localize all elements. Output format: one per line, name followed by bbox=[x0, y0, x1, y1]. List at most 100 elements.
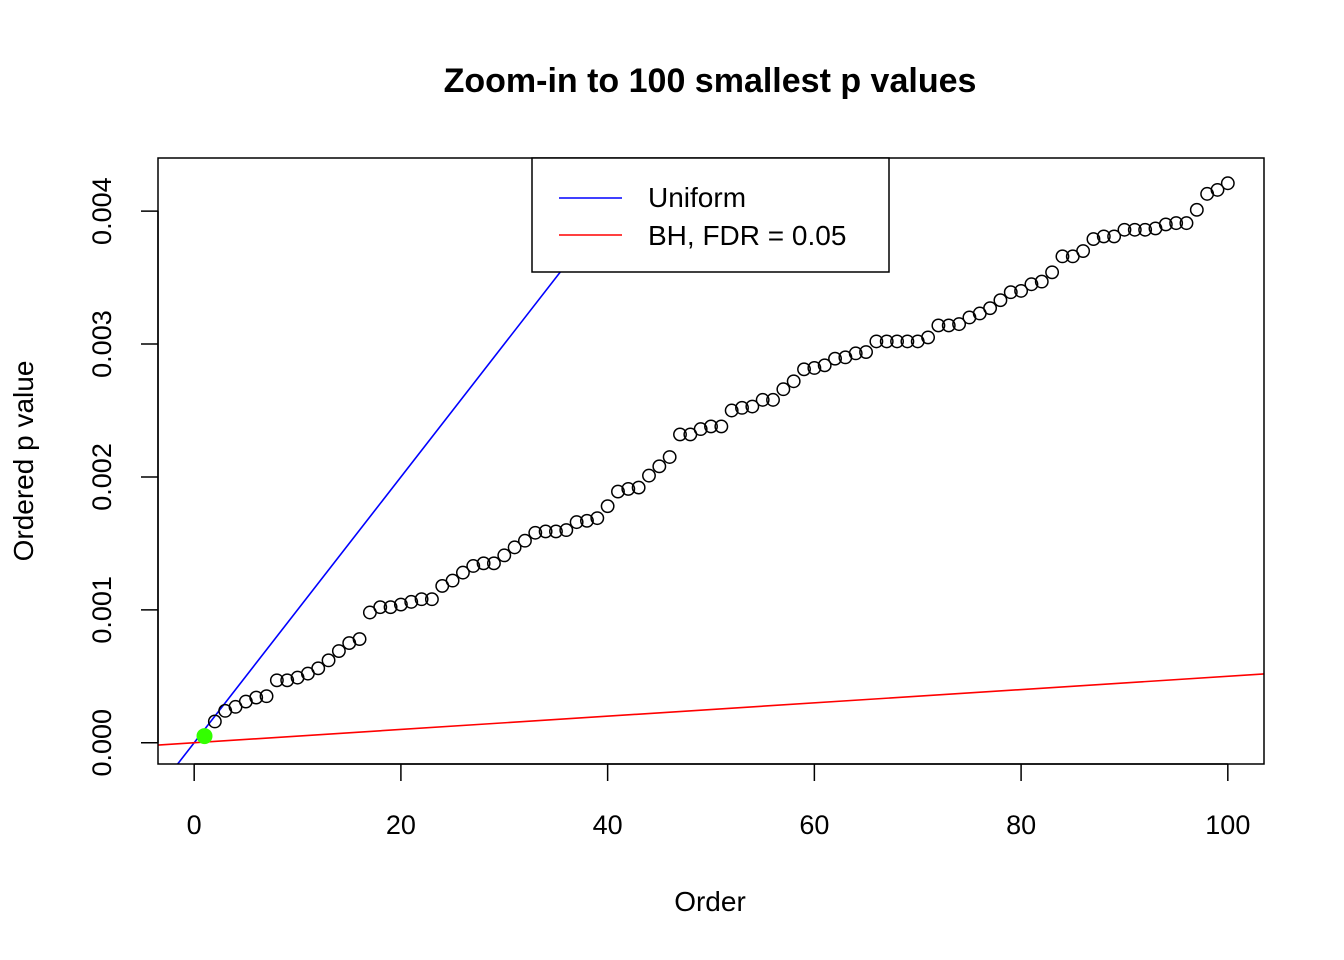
x-tick-label: 40 bbox=[593, 810, 623, 840]
data-point bbox=[559, 523, 574, 538]
x-tick-label: 20 bbox=[386, 810, 416, 840]
data-point bbox=[1055, 249, 1070, 264]
data-point bbox=[1189, 202, 1204, 217]
data-point bbox=[1107, 229, 1122, 244]
data-point bbox=[497, 548, 512, 563]
x-tick-label: 80 bbox=[1006, 810, 1036, 840]
data-point bbox=[828, 351, 842, 366]
data-point bbox=[642, 468, 656, 483]
data-point bbox=[1117, 222, 1132, 237]
data-point bbox=[931, 318, 946, 333]
data-point bbox=[735, 400, 749, 415]
data-point bbox=[455, 565, 470, 580]
data-point bbox=[1169, 216, 1184, 231]
reference-line-bh bbox=[158, 673, 1264, 746]
data-point bbox=[1179, 216, 1194, 231]
data-point bbox=[1220, 176, 1235, 191]
y-axis-label: Ordered p value bbox=[8, 361, 39, 562]
data-point bbox=[786, 374, 801, 389]
data-point bbox=[693, 422, 708, 437]
data-point bbox=[1045, 265, 1060, 280]
data-point bbox=[373, 600, 388, 615]
data-point bbox=[611, 484, 625, 499]
data-point bbox=[280, 673, 295, 688]
data-point bbox=[879, 334, 894, 349]
data-point bbox=[941, 318, 956, 333]
data-point bbox=[704, 419, 718, 434]
y-tick-label: 0.001 bbox=[87, 576, 117, 644]
data-point bbox=[445, 573, 460, 588]
data-point bbox=[1138, 222, 1153, 237]
y-tick-label: 0.002 bbox=[87, 443, 117, 511]
data-point bbox=[1034, 274, 1049, 289]
data-point bbox=[259, 689, 274, 704]
legend-label-uniform: Uniform bbox=[648, 182, 746, 213]
x-tick-label: 100 bbox=[1205, 810, 1250, 840]
data-points bbox=[196, 176, 1235, 745]
data-point bbox=[776, 382, 791, 397]
data-point bbox=[869, 334, 884, 349]
plot-area bbox=[157, 157, 1265, 765]
data-point bbox=[621, 481, 636, 496]
data-point bbox=[921, 330, 936, 345]
legend-box bbox=[531, 157, 890, 273]
data-point bbox=[528, 525, 543, 540]
data-point bbox=[1014, 283, 1029, 298]
data-point bbox=[1086, 232, 1101, 247]
data-point bbox=[476, 556, 491, 571]
data-point bbox=[569, 515, 584, 530]
chart-title: Zoom-in to 100 smallest p values bbox=[444, 62, 977, 100]
data-point bbox=[724, 403, 739, 418]
y-tick-label: 0.003 bbox=[87, 310, 117, 378]
data-point bbox=[755, 392, 770, 407]
data-point bbox=[662, 450, 677, 464]
data-point bbox=[1127, 222, 1142, 237]
data-point bbox=[983, 301, 998, 316]
data-point bbox=[1024, 277, 1039, 292]
data-point bbox=[517, 533, 532, 548]
data-point bbox=[797, 362, 811, 377]
data-point bbox=[1096, 229, 1111, 244]
data-point bbox=[1158, 217, 1173, 232]
data-point bbox=[507, 540, 522, 555]
data-point bbox=[249, 690, 264, 705]
y-tick-label: 0.004 bbox=[87, 177, 117, 245]
x-axis-label: Order bbox=[674, 886, 746, 917]
data-point bbox=[321, 653, 336, 668]
data-point bbox=[269, 673, 284, 688]
data-point bbox=[538, 524, 553, 539]
data-point bbox=[817, 358, 832, 373]
reference-lines bbox=[158, 158, 1264, 764]
data-point bbox=[414, 592, 429, 607]
data-point bbox=[600, 499, 615, 514]
data-point bbox=[383, 600, 398, 615]
data-point bbox=[207, 714, 222, 729]
data-point bbox=[352, 632, 367, 647]
y-axis: 0.000 0.001 0.002 0.003 0.004 bbox=[87, 177, 159, 777]
data-point bbox=[900, 334, 915, 349]
data-point bbox=[580, 513, 594, 528]
data-point bbox=[590, 511, 605, 526]
x-tick-label: 60 bbox=[799, 810, 829, 840]
data-point bbox=[714, 419, 729, 434]
legend-label-bh: BH, FDR = 0.05 bbox=[648, 220, 846, 251]
data-point bbox=[393, 597, 408, 612]
data-point bbox=[404, 594, 419, 609]
data-point bbox=[890, 334, 905, 349]
reference-line-uniform bbox=[176, 158, 650, 764]
data-point bbox=[1210, 182, 1225, 197]
data-point bbox=[466, 559, 481, 573]
data-point bbox=[766, 392, 780, 407]
data-point bbox=[652, 459, 667, 474]
x-tick-label: 0 bbox=[187, 810, 202, 840]
x-axis: 0 20 40 60 80 100 bbox=[187, 763, 1250, 840]
data-point bbox=[859, 345, 873, 359]
legend: Uniform BH, FDR = 0.05 bbox=[531, 157, 890, 273]
data-point bbox=[424, 592, 439, 607]
data-point bbox=[993, 293, 1008, 308]
data-point bbox=[486, 556, 501, 571]
data-point bbox=[673, 427, 687, 442]
data-point bbox=[807, 361, 822, 375]
data-point bbox=[745, 399, 760, 414]
